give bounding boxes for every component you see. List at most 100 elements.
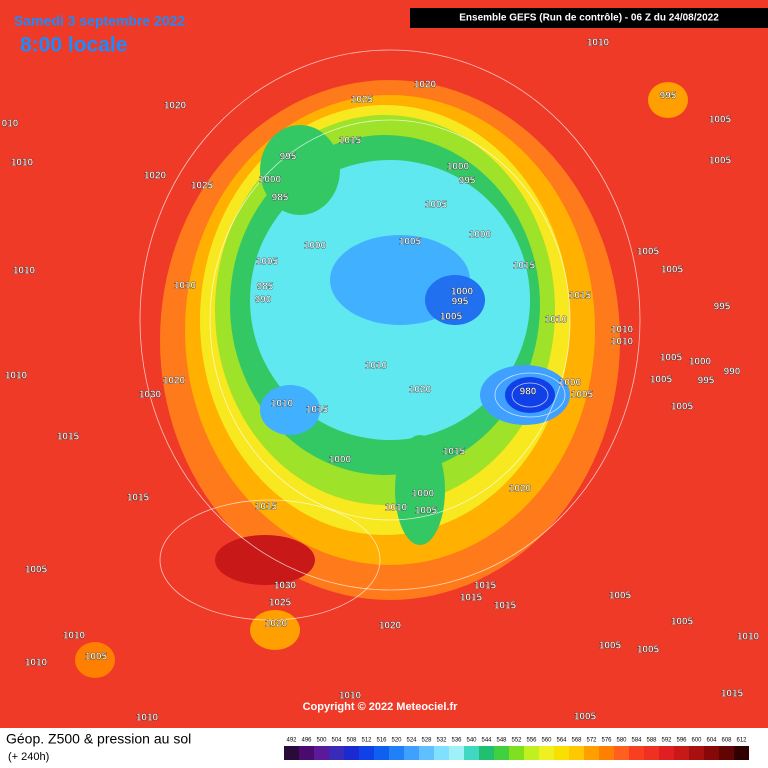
pressure-label: 1005 (650, 375, 673, 386)
pressure-label: 985 (257, 282, 274, 293)
pressure-label: 1010 (737, 632, 760, 643)
legend-tick-label: 528 (421, 738, 432, 744)
pressure-label: 1015 (474, 581, 497, 592)
pressure-label: 1010 (611, 325, 634, 336)
pressure-label: 1005 (85, 652, 108, 663)
pressure-label: 995 (459, 176, 476, 187)
legend-tick-label: 512 (361, 738, 372, 744)
legend-swatch (554, 746, 569, 760)
copyright: Copyright © 2022 Meteociel.fr (303, 701, 459, 713)
legend-tick-label: 604 (706, 738, 717, 744)
pressure-label: 1030 (139, 390, 162, 401)
header-bar (410, 8, 768, 28)
pressure-label: 1015 (460, 593, 483, 604)
pressure-label: 1020 (414, 80, 437, 91)
pressure-label: 1015 (513, 261, 536, 272)
legend-swatch (704, 746, 719, 760)
legend-swatch (299, 746, 314, 760)
pressure-label: 1005 (709, 156, 732, 167)
legend-swatch (644, 746, 659, 760)
legend-tick-label: 536 (451, 738, 462, 744)
legend-swatch (389, 746, 404, 760)
pressure-label: 1020 (409, 385, 432, 396)
pressure-label: 1010 (611, 337, 634, 348)
pressure-label: 010 (2, 119, 19, 130)
contour-fill (425, 275, 485, 325)
contour-fill (260, 385, 320, 435)
legend-tick-label: 552 (511, 738, 522, 744)
legend-tick-label: 524 (406, 738, 417, 744)
legend-swatch (569, 746, 584, 760)
pressure-label: 1005 (660, 353, 683, 364)
legend-tick-label: 596 (676, 738, 687, 744)
legend-tick-label: 560 (541, 738, 552, 744)
legend-swatch (509, 746, 524, 760)
pressure-label: 1025 (269, 598, 292, 609)
pressure-label: 995 (660, 91, 677, 102)
legend-tick-label: 584 (631, 738, 642, 744)
pressure-label: 1020 (265, 619, 288, 630)
contour-fill (260, 125, 340, 215)
pressure-label: 1005 (599, 641, 622, 652)
pressure-label: 1015 (57, 432, 80, 443)
legend-swatch (584, 746, 599, 760)
pressure-label: 1015 (339, 136, 362, 147)
pressure-label: 1015 (721, 689, 744, 700)
legend-swatch (539, 746, 554, 760)
footer-lead: (+ 240h) (8, 751, 49, 763)
legend-tick-label: 516 (376, 738, 387, 744)
pressure-label: 980 (520, 387, 537, 398)
isobar (494, 372, 566, 418)
legend-tick-label: 500 (316, 738, 327, 744)
contour-fill (75, 642, 115, 678)
legend-swatch (614, 746, 629, 760)
pressure-label: 1015 (569, 291, 592, 302)
legend-tick-label: 520 (391, 738, 402, 744)
isobar (209, 119, 571, 521)
pressure-label: 1005 (637, 645, 660, 656)
legend-swatch (599, 746, 614, 760)
legend-swatch (344, 746, 359, 760)
legend-swatch (374, 746, 389, 760)
pressure-label: 1005 (661, 265, 684, 276)
pressure-label: 1000 (451, 287, 474, 298)
pressure-label: 1005 (609, 591, 632, 602)
pressure-label: 1005 (425, 200, 448, 211)
pressure-label: 1015 (443, 447, 466, 458)
pressure-label: 1020 (144, 171, 167, 182)
legend-swatch (674, 746, 689, 760)
legend-tick-label: 580 (616, 738, 627, 744)
pressure-label: 1005 (25, 565, 48, 576)
pressure-label: 1010 (271, 399, 294, 410)
legend-tick-label: 568 (571, 738, 582, 744)
pressure-label: 1025 (351, 95, 374, 106)
legend-tick-label: 576 (601, 738, 612, 744)
pressure-label: 1015 (255, 502, 278, 513)
pressure-label: 1005 (256, 257, 279, 268)
legend-swatch (494, 746, 509, 760)
pressure-label: 1005 (637, 247, 660, 258)
pressure-label: 1015 (494, 601, 517, 612)
local-time: 8:00 locale (20, 34, 127, 57)
pressure-label: 1015 (127, 493, 150, 504)
legend-tick-label: 612 (736, 738, 747, 744)
legend-tick-label: 532 (436, 738, 447, 744)
contour-fill (250, 610, 300, 650)
legend-swatch (524, 746, 539, 760)
pressure-label: 1015 (306, 405, 329, 416)
contour-fill (215, 535, 315, 585)
pressure-label: 1005 (671, 617, 694, 628)
legend-swatch (479, 746, 494, 760)
legend-swatch (434, 746, 449, 760)
pressure-label: 990 (724, 367, 741, 378)
pressure-label: 1025 (191, 181, 214, 192)
pressure-label: 1000 (304, 241, 327, 252)
legend-swatch (359, 746, 374, 760)
pressure-label: 1010 (136, 713, 159, 724)
legend-tick-label: 564 (556, 738, 567, 744)
legend-tick-label: 556 (526, 738, 537, 744)
legend-swatch (419, 746, 434, 760)
pressure-label: 1010 (339, 691, 362, 702)
isobar (159, 499, 381, 621)
isobar (511, 382, 549, 408)
